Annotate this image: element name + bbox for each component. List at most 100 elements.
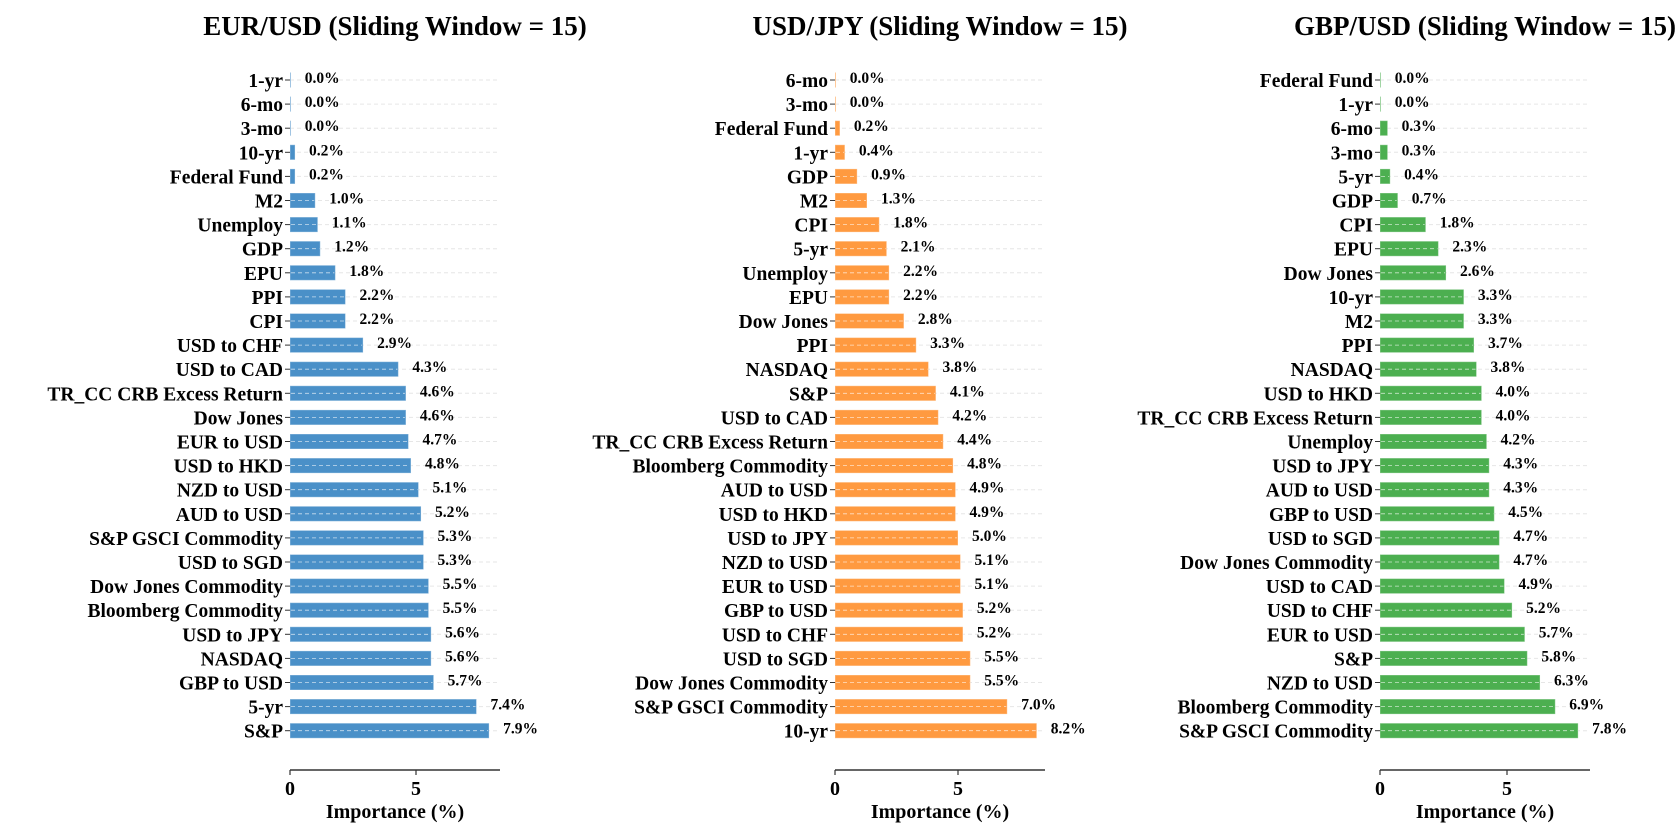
data-label: 1.3% xyxy=(881,191,916,208)
y-tick-label: USD to CAD xyxy=(1266,577,1373,598)
data-label: 5.7% xyxy=(448,673,483,690)
y-tick-label: GBP to USD xyxy=(1269,505,1373,526)
y-tick-label: S&P GSCI Commodity xyxy=(634,698,828,719)
data-label: 2.2% xyxy=(359,287,394,304)
y-tick-label: AUD to USD xyxy=(1266,481,1373,502)
data-label: 3.7% xyxy=(1488,335,1523,352)
data-label: 4.0% xyxy=(1496,407,1531,424)
data-label: 1.8% xyxy=(349,263,384,280)
y-tick-label: Dow Jones xyxy=(1284,264,1374,285)
y-tick-label: TR_CC CRB Excess Return xyxy=(592,433,828,454)
y-tick-label: GBP to USD xyxy=(179,674,283,695)
data-label: 6.3% xyxy=(1554,673,1589,690)
x-tick-label: 0 xyxy=(1375,778,1385,800)
data-label: 1.1% xyxy=(332,215,367,232)
data-label: 2.8% xyxy=(918,311,953,328)
data-label: 0.0% xyxy=(305,70,340,87)
bar xyxy=(834,120,841,137)
data-label: 4.8% xyxy=(967,456,1002,473)
x-tick-label: 0 xyxy=(285,778,295,800)
y-tick-label: USD to CAD xyxy=(176,360,283,381)
bar xyxy=(289,626,432,643)
y-tick-label: 6-mo xyxy=(241,95,283,116)
data-label: 0.3% xyxy=(1402,142,1437,159)
y-tick-label: 1-yr xyxy=(793,143,828,164)
y-tick-label: USD to JPY xyxy=(1272,457,1373,478)
data-label: 0.2% xyxy=(309,142,344,159)
x-axis-label: Importance (%) xyxy=(1416,801,1554,823)
y-tick-label: 6-mo xyxy=(1331,119,1373,140)
y-tick-label: Dow Jones Commodity xyxy=(90,577,283,598)
bar xyxy=(1379,72,1382,88)
y-tick-label: CPI xyxy=(249,312,283,333)
bar xyxy=(289,168,296,185)
y-tick-label: NASDAQ xyxy=(1291,360,1373,381)
bar xyxy=(289,602,430,619)
data-label: 4.7% xyxy=(422,432,457,449)
data-label: 4.3% xyxy=(1503,456,1538,473)
y-tick-label: 3-mo xyxy=(786,95,828,116)
y-tick-label: TR_CC CRB Excess Return xyxy=(1137,408,1373,429)
y-tick-label: M2 xyxy=(1345,312,1373,333)
data-label: 2.2% xyxy=(903,287,938,304)
x-tick-label: 0 xyxy=(830,778,840,800)
data-label: 4.2% xyxy=(952,407,987,424)
y-tick-label: Dow Jones xyxy=(194,408,284,429)
y-tick-label: NASDAQ xyxy=(746,360,828,381)
y-tick-label: Unemploy xyxy=(1287,433,1373,454)
data-label: 0.0% xyxy=(850,94,885,111)
data-label: 0.4% xyxy=(1404,166,1439,183)
data-label: 3.3% xyxy=(930,335,965,352)
y-tick-label: 3-mo xyxy=(1331,143,1373,164)
y-tick-label: Dow Jones Commodity xyxy=(635,674,828,695)
data-label: 0.7% xyxy=(1412,191,1447,208)
data-label: 0.0% xyxy=(305,94,340,111)
data-label: 1.8% xyxy=(893,215,928,232)
y-tick-label: 10-yr xyxy=(784,722,829,743)
y-tick-label: Bloomberg Commodity xyxy=(1177,698,1373,719)
data-label: 0.4% xyxy=(859,142,894,159)
data-label: 5.1% xyxy=(974,552,1009,569)
y-tick-label: PPI xyxy=(797,336,828,357)
data-label: 4.1% xyxy=(950,383,985,400)
data-label: 5.7% xyxy=(1539,624,1574,641)
data-label: 7.4% xyxy=(490,697,525,714)
data-label: 5.2% xyxy=(435,504,470,521)
data-label: 5.2% xyxy=(977,624,1012,641)
y-tick-label: S&P GSCI Commodity xyxy=(1179,722,1373,743)
y-tick-label: Unemploy xyxy=(197,216,283,237)
y-tick-label: EPU xyxy=(789,288,828,309)
data-label: 5.5% xyxy=(443,576,478,593)
y-tick-label: S&P GSCI Commodity xyxy=(89,529,283,550)
y-tick-label: USD to JPY xyxy=(182,625,283,646)
data-label: 1.0% xyxy=(329,191,364,208)
y-tick-label: S&P xyxy=(1334,649,1373,670)
y-tick-label: USD to SGD xyxy=(1268,529,1373,550)
x-tick-label: 5 xyxy=(953,778,963,800)
y-tick-label: PPI xyxy=(1342,336,1373,357)
panel-eur-usd: EUR/USD (Sliding Window = 15) Importance… xyxy=(47,11,586,823)
x-axis-label: Importance (%) xyxy=(871,801,1009,823)
data-label: 3.3% xyxy=(1478,287,1513,304)
y-tick-label: EUR to USD xyxy=(1267,625,1373,646)
bar xyxy=(1379,361,1478,378)
y-tick-label: AUD to USD xyxy=(721,481,828,502)
data-label: 7.0% xyxy=(1021,697,1056,714)
y-tick-label: Unemploy xyxy=(742,264,828,285)
y-tick-label: PPI xyxy=(252,288,283,309)
data-label: 3.8% xyxy=(942,359,977,376)
y-tick-label: EUR to USD xyxy=(722,577,828,598)
y-tick-label: USD to SGD xyxy=(178,553,283,574)
data-label: 5.3% xyxy=(438,552,473,569)
y-tick-label: USD to HKD xyxy=(1264,384,1373,405)
data-label: 4.9% xyxy=(970,504,1005,521)
bar xyxy=(289,144,296,161)
bar xyxy=(289,578,430,595)
y-tick-label: USD to SGD xyxy=(723,649,828,670)
y-tick-label: M2 xyxy=(255,192,283,213)
data-label: 4.3% xyxy=(1503,480,1538,497)
data-label: 0.2% xyxy=(854,118,889,135)
y-tick-label: EPU xyxy=(244,264,283,285)
x-tick-label: 5 xyxy=(411,778,421,800)
